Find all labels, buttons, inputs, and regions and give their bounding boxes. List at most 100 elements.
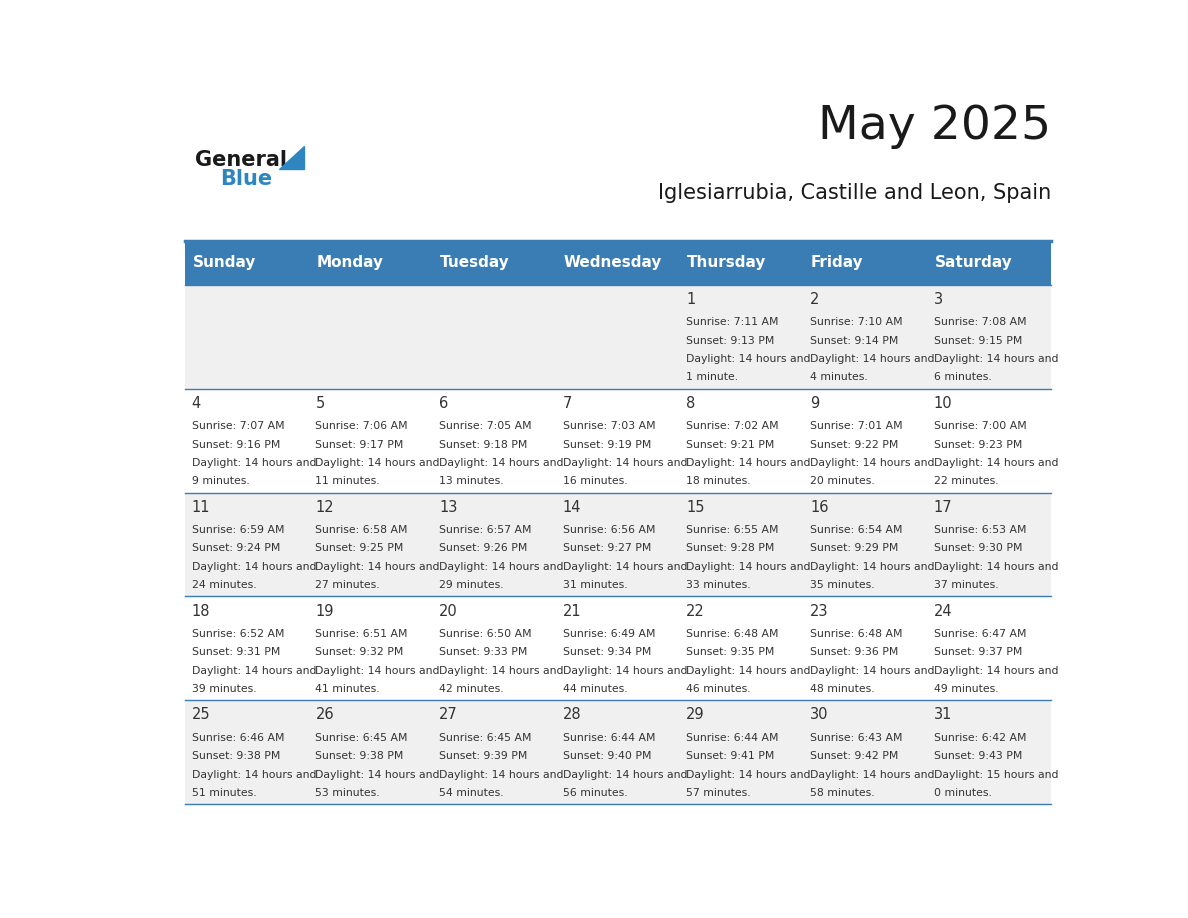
Text: 17: 17 bbox=[934, 499, 953, 515]
Text: Sunrise: 6:49 AM: Sunrise: 6:49 AM bbox=[563, 629, 656, 639]
Bar bbox=[309, 285, 432, 388]
Text: 41 minutes.: 41 minutes. bbox=[315, 684, 380, 694]
Text: Daylight: 14 hours and: Daylight: 14 hours and bbox=[315, 562, 440, 572]
Bar bbox=[432, 597, 556, 700]
Text: Sunset: 9:15 PM: Sunset: 9:15 PM bbox=[934, 336, 1022, 346]
Text: Sunset: 9:23 PM: Sunset: 9:23 PM bbox=[934, 440, 1022, 450]
Text: Sunrise: 6:52 AM: Sunrise: 6:52 AM bbox=[191, 629, 284, 639]
Bar bbox=[927, 388, 1051, 493]
Text: 6: 6 bbox=[440, 396, 448, 410]
Text: Daylight: 14 hours and: Daylight: 14 hours and bbox=[810, 666, 935, 676]
Text: Sunrise: 6:54 AM: Sunrise: 6:54 AM bbox=[810, 525, 903, 535]
Text: Sunrise: 7:11 AM: Sunrise: 7:11 AM bbox=[687, 318, 779, 328]
Text: Daylight: 14 hours and: Daylight: 14 hours and bbox=[563, 562, 687, 572]
Text: Sunset: 9:32 PM: Sunset: 9:32 PM bbox=[315, 647, 404, 657]
Text: Daylight: 14 hours and: Daylight: 14 hours and bbox=[687, 666, 811, 676]
Text: Daylight: 14 hours and: Daylight: 14 hours and bbox=[810, 562, 935, 572]
Text: 1 minute.: 1 minute. bbox=[687, 373, 739, 383]
Bar bbox=[803, 388, 927, 493]
Bar bbox=[556, 493, 680, 597]
Bar bbox=[432, 388, 556, 493]
Text: Daylight: 14 hours and: Daylight: 14 hours and bbox=[315, 666, 440, 676]
Text: Sunset: 9:31 PM: Sunset: 9:31 PM bbox=[191, 647, 280, 657]
Text: Daylight: 14 hours and: Daylight: 14 hours and bbox=[810, 354, 935, 364]
Text: Sunset: 9:27 PM: Sunset: 9:27 PM bbox=[563, 543, 651, 554]
Text: Thursday: Thursday bbox=[687, 255, 766, 270]
Text: 9 minutes.: 9 minutes. bbox=[191, 476, 249, 487]
Text: 18 minutes.: 18 minutes. bbox=[687, 476, 751, 487]
Text: Sunrise: 6:48 AM: Sunrise: 6:48 AM bbox=[687, 629, 779, 639]
Bar bbox=[680, 597, 803, 700]
Text: Sunrise: 6:46 AM: Sunrise: 6:46 AM bbox=[191, 733, 284, 743]
Text: 13: 13 bbox=[440, 499, 457, 515]
Text: Daylight: 14 hours and: Daylight: 14 hours and bbox=[687, 458, 811, 468]
Text: 22: 22 bbox=[687, 603, 704, 619]
Text: 51 minutes.: 51 minutes. bbox=[191, 788, 257, 798]
Bar bbox=[309, 388, 432, 493]
Text: Saturday: Saturday bbox=[935, 255, 1012, 270]
Text: Sunrise: 7:01 AM: Sunrise: 7:01 AM bbox=[810, 421, 903, 431]
Text: Sunset: 9:38 PM: Sunset: 9:38 PM bbox=[191, 751, 280, 761]
Text: 3: 3 bbox=[934, 292, 943, 307]
Text: Sunset: 9:16 PM: Sunset: 9:16 PM bbox=[191, 440, 280, 450]
Text: Sunset: 9:28 PM: Sunset: 9:28 PM bbox=[687, 543, 775, 554]
Text: Daylight: 14 hours and: Daylight: 14 hours and bbox=[563, 458, 687, 468]
Text: Iglesiarrubia, Castille and Leon, Spain: Iglesiarrubia, Castille and Leon, Spain bbox=[657, 184, 1051, 204]
Text: Sunrise: 6:44 AM: Sunrise: 6:44 AM bbox=[687, 733, 779, 743]
Text: 29: 29 bbox=[687, 708, 704, 722]
Text: 35 minutes.: 35 minutes. bbox=[810, 580, 874, 590]
Text: 16 minutes.: 16 minutes. bbox=[563, 476, 627, 487]
Text: Daylight: 14 hours and: Daylight: 14 hours and bbox=[934, 666, 1059, 676]
Text: Daylight: 14 hours and: Daylight: 14 hours and bbox=[687, 354, 811, 364]
Bar bbox=[803, 597, 927, 700]
Text: 14: 14 bbox=[563, 499, 581, 515]
Bar bbox=[185, 285, 309, 388]
Text: Daylight: 14 hours and: Daylight: 14 hours and bbox=[934, 562, 1059, 572]
Text: 56 minutes.: 56 minutes. bbox=[563, 788, 627, 798]
Bar bbox=[680, 700, 803, 804]
Bar bbox=[680, 493, 803, 597]
Text: 26: 26 bbox=[315, 708, 334, 722]
Text: Sunrise: 7:06 AM: Sunrise: 7:06 AM bbox=[315, 421, 407, 431]
Text: 16: 16 bbox=[810, 499, 828, 515]
Text: 1: 1 bbox=[687, 292, 695, 307]
Text: Sunset: 9:29 PM: Sunset: 9:29 PM bbox=[810, 543, 898, 554]
Bar bbox=[556, 700, 680, 804]
Text: 21: 21 bbox=[563, 603, 581, 619]
Text: 39 minutes.: 39 minutes. bbox=[191, 684, 257, 694]
Bar bbox=[803, 700, 927, 804]
Text: 11: 11 bbox=[191, 499, 210, 515]
Text: Daylight: 14 hours and: Daylight: 14 hours and bbox=[191, 458, 316, 468]
Text: 42 minutes.: 42 minutes. bbox=[440, 684, 504, 694]
Text: Sunrise: 7:00 AM: Sunrise: 7:00 AM bbox=[934, 421, 1026, 431]
Text: Sunset: 9:30 PM: Sunset: 9:30 PM bbox=[934, 543, 1022, 554]
Text: 19: 19 bbox=[315, 603, 334, 619]
Text: Daylight: 14 hours and: Daylight: 14 hours and bbox=[687, 769, 811, 779]
Text: Sunset: 9:13 PM: Sunset: 9:13 PM bbox=[687, 336, 775, 346]
Bar bbox=[680, 285, 803, 388]
Text: Daylight: 14 hours and: Daylight: 14 hours and bbox=[563, 666, 687, 676]
Text: Sunrise: 6:47 AM: Sunrise: 6:47 AM bbox=[934, 629, 1026, 639]
Text: Daylight: 14 hours and: Daylight: 14 hours and bbox=[810, 458, 935, 468]
Bar bbox=[927, 700, 1051, 804]
Text: Daylight: 14 hours and: Daylight: 14 hours and bbox=[687, 562, 811, 572]
Text: 0 minutes.: 0 minutes. bbox=[934, 788, 992, 798]
Text: Daylight: 14 hours and: Daylight: 14 hours and bbox=[315, 458, 440, 468]
Text: Sunset: 9:14 PM: Sunset: 9:14 PM bbox=[810, 336, 898, 346]
Bar bbox=[185, 700, 309, 804]
Bar bbox=[309, 493, 432, 597]
Text: Sunset: 9:17 PM: Sunset: 9:17 PM bbox=[315, 440, 404, 450]
Text: 31: 31 bbox=[934, 708, 952, 722]
Text: Sunrise: 6:45 AM: Sunrise: 6:45 AM bbox=[315, 733, 407, 743]
Text: Sunrise: 6:51 AM: Sunrise: 6:51 AM bbox=[315, 629, 407, 639]
Text: Sunset: 9:37 PM: Sunset: 9:37 PM bbox=[934, 647, 1022, 657]
Text: Friday: Friday bbox=[811, 255, 864, 270]
Text: Daylight: 14 hours and: Daylight: 14 hours and bbox=[934, 458, 1059, 468]
Bar bbox=[803, 493, 927, 597]
Text: Sunrise: 7:05 AM: Sunrise: 7:05 AM bbox=[440, 421, 532, 431]
Text: Sunday: Sunday bbox=[192, 255, 257, 270]
Text: Monday: Monday bbox=[316, 255, 384, 270]
Text: Sunset: 9:26 PM: Sunset: 9:26 PM bbox=[440, 543, 527, 554]
Bar bbox=[309, 597, 432, 700]
Text: 22 minutes.: 22 minutes. bbox=[934, 476, 998, 487]
